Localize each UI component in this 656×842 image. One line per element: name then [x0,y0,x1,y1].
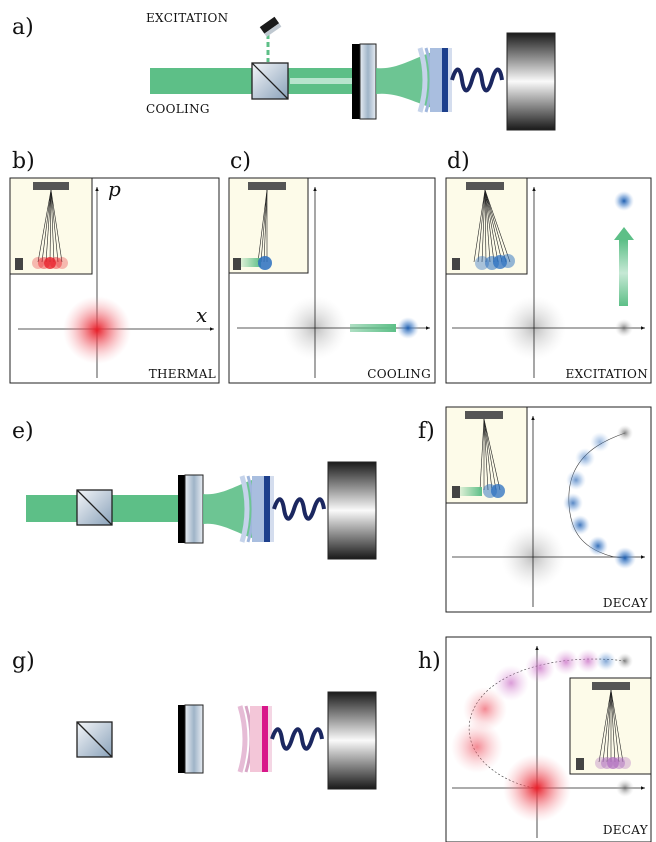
cooled-state [397,317,419,339]
membrane-mirror-e [239,475,274,543]
panel-a-setup: a) EXCITATION COOLING [12,11,556,131]
caption-excitation: EXCITATION [566,367,648,381]
panel-label-a: a) [12,15,34,40]
cavity-field [376,52,432,108]
cooling-shift-arrow [350,324,396,332]
p-axis-label: p [108,177,121,201]
pendulum-inset-b [9,177,93,275]
support-block-g [327,691,377,790]
pendulum-inset-d [445,177,528,275]
panel-e-setup: e) [12,419,377,560]
panel-d-excitation: d) EXCITATION [445,149,652,384]
support-block [506,32,556,131]
caption-thermal: THERMAL [149,367,216,381]
panel-label-g: g) [12,649,35,674]
panel-f-decay: f) DECAY [418,406,652,613]
panel-label-e: e) [12,419,34,444]
panel-g-setup: g) [12,649,377,790]
excitation-label: EXCITATION [146,11,228,25]
cooled-state-d [615,319,633,337]
panel-c-cooling: c) COOLING [228,149,436,384]
excitation-kick [619,240,628,306]
input-mirror-e [184,474,204,544]
spring-e [272,497,326,521]
panel-b-thermal: b) p x THERMAL [9,149,220,384]
caption-decay-f: DECAY [603,596,649,610]
pendulum-inset-f [445,406,528,504]
caption-decay-h: DECAY [603,823,649,837]
input-mirror-g [184,704,204,774]
thermal-state-h [503,754,571,822]
cooling-label: COOLING [146,102,210,116]
spring-g [270,727,324,751]
input-mirror-back-e [178,475,187,543]
panel-label-f: f) [418,419,435,444]
membrane-mirror [417,47,452,113]
panel-label-c: c) [230,149,251,174]
panel-label-h: h) [418,649,441,674]
caption-cooling: COOLING [367,367,431,381]
pendulum-inset-c [228,177,309,274]
excitation-mirror [259,16,282,37]
panel-label-b: b) [12,149,35,174]
input-mirror-back-g [178,705,187,773]
cavity-field-e [203,480,252,538]
input-mirror-back [352,44,362,119]
membrane-mirror-g [237,705,272,773]
decayed-state-f [614,547,636,569]
thermal-state [63,296,131,364]
cooling-beam-highlight [290,78,355,84]
input-mirror [359,43,377,120]
support-block-e [327,461,377,560]
pendulum-inset-h [569,677,652,775]
spring [450,67,504,93]
x-axis-label: x [196,303,207,327]
panel-h-decay: h) DECAY [418,636,652,842]
excited-state [614,191,634,211]
panel-label-d: d) [447,149,470,174]
